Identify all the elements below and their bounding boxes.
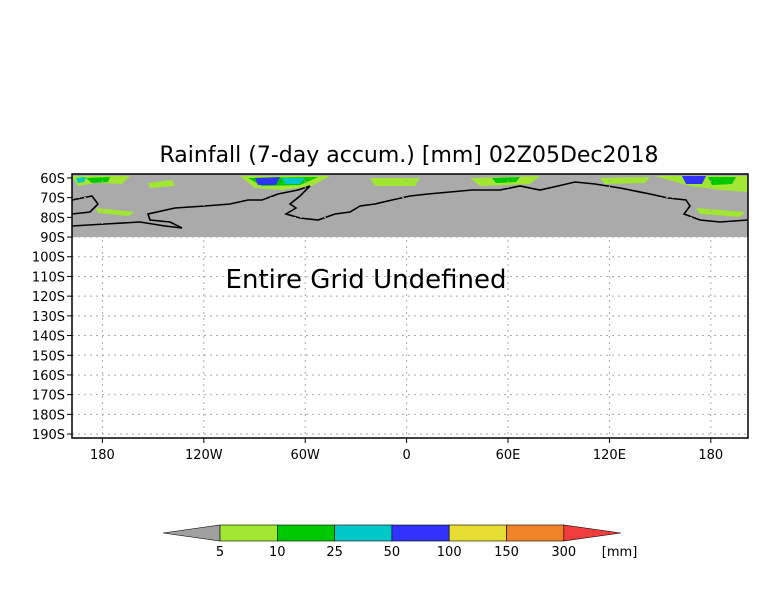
x-tick-label: 60W xyxy=(291,448,321,463)
x-tick-label: 0 xyxy=(402,448,410,463)
colorbar-under-triangle xyxy=(162,524,221,542)
x-tick-label: 60E xyxy=(496,448,521,463)
grid-lines xyxy=(72,174,748,438)
y-tick-label: 160S xyxy=(32,369,65,384)
y-tick-label: 190S xyxy=(32,428,65,443)
colorbar-label: 10 xyxy=(269,545,286,560)
colorbar-label: 50 xyxy=(384,545,401,560)
y-tick-label: 70S xyxy=(40,192,65,207)
y-tick-label: 170S xyxy=(32,389,65,404)
rain-patch xyxy=(282,178,305,184)
plot-frame xyxy=(71,173,749,439)
rain-patch xyxy=(696,208,745,217)
rain-patch xyxy=(96,208,135,216)
undefined-message: Entire Grid Undefined xyxy=(226,265,507,295)
x-tick-label: 120W xyxy=(185,448,223,463)
y-tick-label: 90S xyxy=(40,231,65,246)
rain-patch xyxy=(148,180,175,188)
y-tick-label: 150S xyxy=(32,349,65,364)
chart-title: Rainfall (7-day accum.) [mm] 02Z05Dec201… xyxy=(159,143,658,168)
y-tick-label: 130S xyxy=(32,310,65,325)
y-tick-label: 180S xyxy=(32,408,65,423)
rain-patch xyxy=(708,177,736,185)
rain-patch xyxy=(255,177,280,185)
x-axis: 180 120W 60W 0 60E 120E 180 xyxy=(90,438,723,463)
colorbar-label: 300 xyxy=(551,545,576,560)
colorbar-unit: [mm] xyxy=(602,545,637,560)
y-tick-label: 120S xyxy=(32,290,65,305)
colorbar-over-triangle xyxy=(563,524,621,542)
colorbar-swatch xyxy=(391,524,450,542)
colorbar: 5 10 25 50 100 150 300 [mm] xyxy=(162,524,637,560)
colorbar-swatch xyxy=(506,524,565,542)
y-tick-label: 100S xyxy=(32,251,65,266)
rain-patch xyxy=(682,176,706,184)
y-axis: 60S 70S 80S 90S 100S 110S 120S 130S 140S 150S 160S… xyxy=(32,172,72,443)
colorbar-label: 100 xyxy=(437,545,462,560)
colorbar-label: 150 xyxy=(494,545,519,560)
colorbar-swatch xyxy=(219,524,278,542)
rain-patch xyxy=(492,177,520,183)
colorbar-swatch xyxy=(334,524,393,542)
rain-patch xyxy=(76,177,86,183)
y-tick-label: 140S xyxy=(32,330,65,345)
colorbar-swatch xyxy=(448,524,507,542)
rain-patch xyxy=(600,177,650,184)
y-tick-label: 110S xyxy=(32,270,65,285)
antarctic-rain-blobs xyxy=(72,176,748,217)
rain-patch xyxy=(86,177,110,183)
rain-patch xyxy=(370,178,420,186)
colorbar-label: 5 xyxy=(216,545,224,560)
x-tick-label: 120E xyxy=(593,448,626,463)
colorbar-label: 25 xyxy=(326,545,343,560)
colorbar-swatch xyxy=(276,524,335,542)
x-tick-label: 180 xyxy=(90,448,115,463)
y-tick-label: 60S xyxy=(40,172,65,187)
plot-area xyxy=(71,174,749,238)
x-tick-label: 180 xyxy=(698,448,723,463)
y-tick-label: 80S xyxy=(40,211,65,226)
